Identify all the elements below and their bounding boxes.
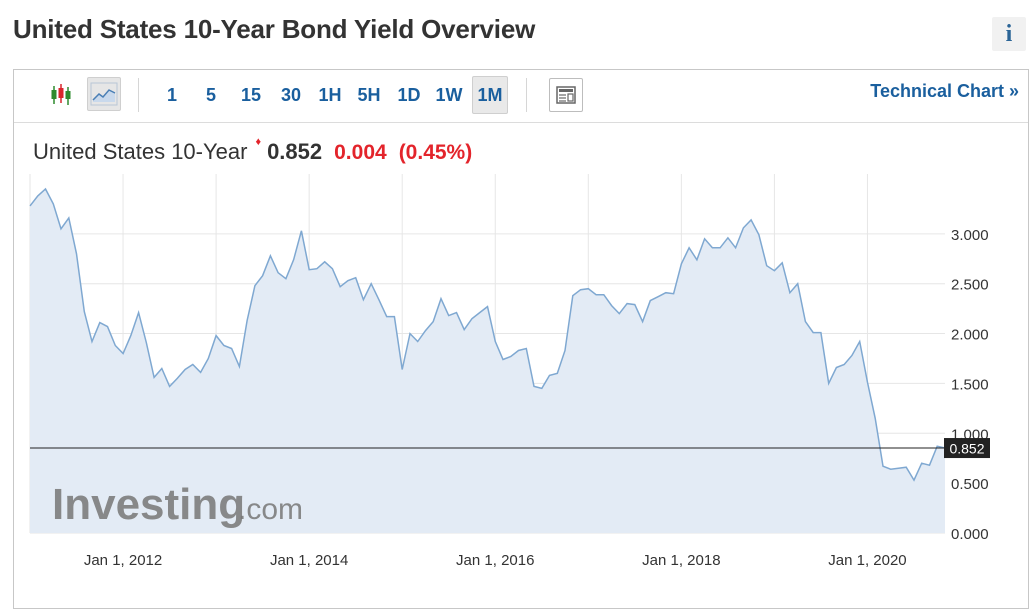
interval-1d[interactable]: 1D (397, 85, 421, 105)
series-line (29, 187, 946, 482)
page-title: United States 10-Year Bond Yield Overvie… (13, 14, 536, 44)
interval-30[interactable]: 30 (280, 85, 302, 105)
chart-toolbar: 1 5 15 30 1H 5H 1D 1W 1M Technical Chart… (14, 70, 1028, 123)
interval-5[interactable]: 5 (205, 85, 216, 105)
interval-1h[interactable]: 1H (318, 85, 342, 105)
candlestick-icon[interactable] (44, 77, 78, 111)
y-tick-label: 1.500 (951, 376, 989, 393)
y-tick-label: 0.500 (951, 476, 989, 493)
interval-1[interactable]: 1 (166, 85, 177, 105)
toolbar-separator (138, 78, 139, 112)
x-tick-label: Jan 1, 2014 (270, 552, 348, 569)
current-price-label: 0.852 (949, 441, 984, 457)
price-change: 0.004 (334, 141, 387, 164)
y-tick-label: 3.000 (951, 227, 989, 244)
technical-chart-link[interactable]: Technical Chart » (870, 81, 1019, 101)
investing-watermark-suffix: .com (238, 493, 303, 526)
area-chart-icon[interactable] (87, 77, 121, 111)
x-tick-label: Jan 1, 2012 (84, 552, 162, 569)
x-tick-label: Jan 1, 2018 (642, 552, 720, 569)
interval-1w[interactable]: 1W (435, 85, 463, 105)
y-tick-label: 2.500 (951, 277, 989, 294)
yield-chart[interactable]: Investing.com0.0000.5001.0001.5002.0002.… (0, 0, 1033, 588)
toolbar-separator (526, 78, 527, 112)
instrument-name: United States 10-Year (33, 139, 248, 164)
x-tick-label: Jan 1, 2016 (456, 552, 534, 569)
chart-panel: 1 5 15 30 1H 5H 1D 1W 1M Technical Chart… (13, 69, 1029, 609)
series-area (30, 189, 945, 533)
y-tick-label: 2.000 (951, 327, 989, 344)
down-arrow-icon: ♦ (255, 136, 262, 148)
current-price-badge (944, 438, 990, 459)
interval-15[interactable]: 15 (240, 85, 262, 105)
interval-1m[interactable]: 1M (472, 76, 508, 114)
y-tick-label: 0.000 (951, 526, 989, 543)
x-tick-label: Jan 1, 2020 (828, 552, 906, 569)
last-price: 0.852 (267, 139, 323, 164)
info-icon[interactable]: i (992, 17, 1026, 51)
price-change-percent: (0.45%) (398, 141, 473, 164)
quote-header: United States 10-Year ♦ 0.852 0.004 (0.45%) (33, 136, 472, 165)
interval-5h[interactable]: 5H (357, 85, 381, 105)
news-panel-icon[interactable] (549, 78, 583, 112)
investing-watermark: Investing (52, 480, 245, 529)
